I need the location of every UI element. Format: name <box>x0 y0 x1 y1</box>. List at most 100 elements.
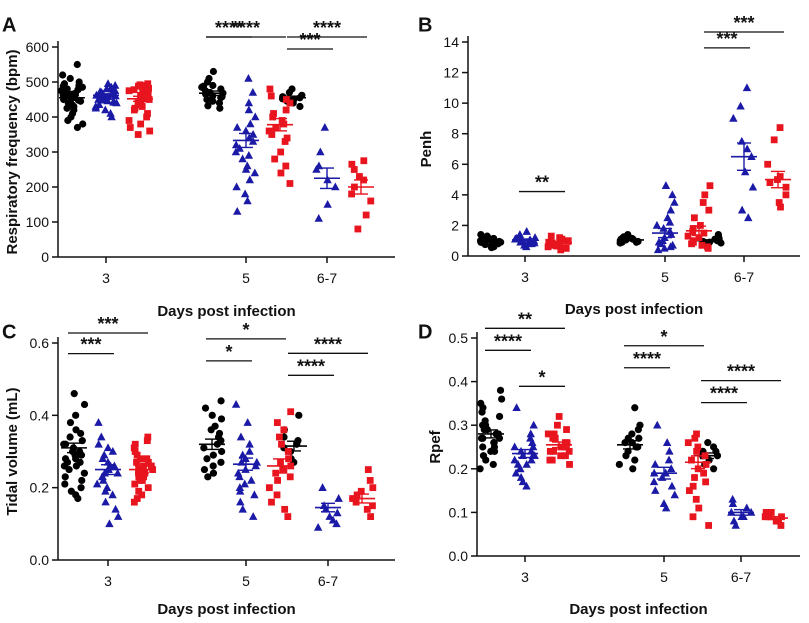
data-point-blue <box>103 96 112 105</box>
data-point-blue <box>245 439 254 448</box>
data-point-black <box>203 455 211 463</box>
data-point-blue <box>666 205 676 214</box>
x-tick-label: 6-7 <box>318 573 338 589</box>
data-point-blue <box>238 504 247 513</box>
data-point-red <box>133 495 141 502</box>
panel-letter: B <box>418 15 432 37</box>
data-point-black <box>495 412 504 421</box>
significance-label: **** <box>633 349 661 369</box>
panel-a: A 0 100 200 300 400 500 600 3 5 6-7 Days post infec… <box>2 15 395 320</box>
data-point-blue <box>332 519 341 528</box>
data-point-red <box>565 447 573 455</box>
data-point-blue <box>99 475 108 484</box>
data-point-red <box>265 484 273 492</box>
data-point-blue <box>235 486 245 495</box>
data-point-blue <box>744 213 753 222</box>
data-point-red <box>273 419 281 426</box>
data-point-black <box>217 415 226 423</box>
y-tick-label: 0.5 <box>449 330 469 346</box>
data-point-red <box>782 183 790 191</box>
data-point-blue <box>670 490 679 499</box>
x-tick-label: 6-7 <box>731 569 751 585</box>
data-point-blue <box>737 512 746 521</box>
y-tick-label: 4 <box>451 187 459 203</box>
data-point-red <box>287 408 295 416</box>
data-point-red <box>544 243 552 251</box>
data-point-blue <box>649 477 659 486</box>
data-point-black <box>74 494 82 503</box>
data-point-red <box>701 191 709 199</box>
data-point-blue <box>748 182 758 191</box>
data-point-blue <box>312 165 321 173</box>
panel-d: D 0.0 0.1 0.2 0.3 0.4 0.5 3 5 6-7 Days post infect… <box>418 309 800 618</box>
data-point-black <box>495 434 504 442</box>
y-tick-label: 100 <box>26 214 50 230</box>
data-point-blue <box>334 494 343 502</box>
significance-label: *** <box>733 13 754 33</box>
data-point-red <box>766 179 774 187</box>
data-point-red <box>366 477 374 484</box>
data-point-red <box>702 478 710 486</box>
data-point-blue <box>111 504 120 513</box>
y-tick-label: 6 <box>451 156 459 172</box>
data-point-red <box>554 421 561 429</box>
data-point-red <box>134 131 142 138</box>
x-tick-label: 6-7 <box>317 270 337 286</box>
data-point-red <box>775 199 783 206</box>
data-point-red <box>700 469 708 477</box>
data-point-blue <box>667 464 676 473</box>
data-point-red <box>286 99 294 107</box>
data-point-red <box>555 413 563 420</box>
data-point-blue <box>248 512 258 520</box>
data-point-blue <box>244 105 254 114</box>
y-tick-label: 0.4 <box>30 407 50 423</box>
data-point-red <box>548 241 555 249</box>
data-point-red <box>145 84 152 92</box>
data-point-blue <box>652 220 662 229</box>
data-point-red <box>265 127 273 135</box>
data-point-black <box>616 239 624 247</box>
data-point-blue <box>318 483 327 491</box>
significance-label: **** <box>313 18 341 38</box>
y-tick-label: 0.4 <box>449 374 469 390</box>
data-point-blue <box>91 103 100 112</box>
data-point-blue <box>251 461 260 470</box>
data-point-blue <box>101 486 110 495</box>
data-point-blue <box>243 418 252 426</box>
data-point-red <box>775 517 782 525</box>
x-tick-label: 3 <box>521 569 529 585</box>
data-point-blue <box>233 207 242 215</box>
data-point-red <box>563 439 571 447</box>
significance-label: * <box>660 327 667 347</box>
data-point-red <box>360 157 368 165</box>
data-point-black <box>59 71 67 79</box>
data-point-black <box>217 397 225 405</box>
data-point-blue <box>731 520 740 529</box>
panel-letter: D <box>418 322 432 344</box>
data-point-black <box>207 426 215 434</box>
data-point-red <box>144 110 151 117</box>
y-tick-label: 0.3 <box>449 417 469 433</box>
data-point-red <box>125 87 133 95</box>
x-tick-label: 5 <box>660 569 668 585</box>
data-point-blue <box>232 123 242 131</box>
x-axis-title: Days post infection <box>157 601 295 618</box>
data-point-black <box>73 60 81 69</box>
data-point-blue <box>245 175 255 184</box>
data-point-red <box>684 232 692 240</box>
data-point-red <box>131 448 139 455</box>
data-point-black <box>66 418 75 427</box>
data-point-blue <box>238 154 247 163</box>
data-point-blue <box>232 182 241 191</box>
data-point-red <box>267 92 275 100</box>
data-point-blue <box>661 181 671 189</box>
data-point-blue <box>108 447 118 455</box>
data-point-red <box>562 452 569 460</box>
data-point-red <box>273 491 281 499</box>
data-point-red <box>143 437 151 445</box>
data-point-blue <box>97 432 106 441</box>
significance-label: **** <box>232 18 260 38</box>
data-point-red <box>367 197 375 205</box>
data-point-red <box>281 138 289 145</box>
